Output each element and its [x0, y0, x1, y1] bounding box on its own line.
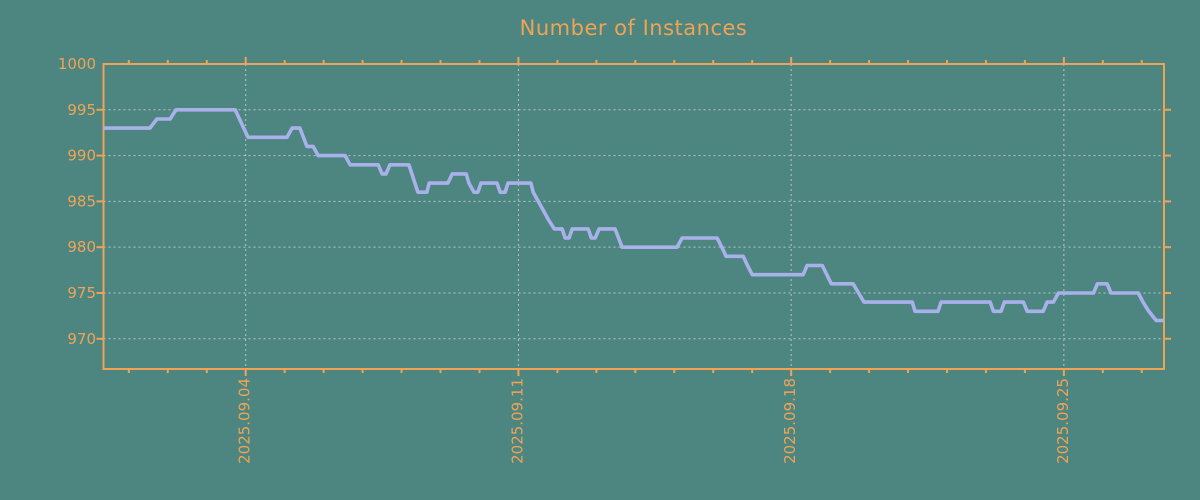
chart-title: Number of Instances — [519, 16, 748, 40]
svg-text:990: 990 — [67, 147, 96, 165]
axis-ticks — [96, 57, 1171, 376]
grid-lines — [103, 64, 1164, 369]
series-line-instances — [103, 108, 1164, 323]
svg-text:985: 985 — [67, 192, 96, 210]
svg-text:970: 970 — [67, 330, 96, 348]
y-axis-labels: 1000 995 990 985 980 975 970 — [58, 55, 96, 348]
svg-text:980: 980 — [67, 238, 96, 256]
svg-text:2025.09.18: 2025.09.18 — [781, 378, 799, 464]
x-axis-labels: 2025.09.04 2025.09.11 2025.09.18 2025.09.25 — [236, 378, 1072, 464]
svg-text:2025.09.11: 2025.09.11 — [508, 378, 526, 464]
svg-text:2025.09.25: 2025.09.25 — [1054, 378, 1072, 464]
svg-text:2025.09.04: 2025.09.04 — [236, 378, 254, 464]
svg-text:1000: 1000 — [58, 55, 96, 73]
svg-text:975: 975 — [67, 284, 96, 302]
svg-text:995: 995 — [67, 101, 96, 119]
plot-border — [102, 63, 1165, 370]
